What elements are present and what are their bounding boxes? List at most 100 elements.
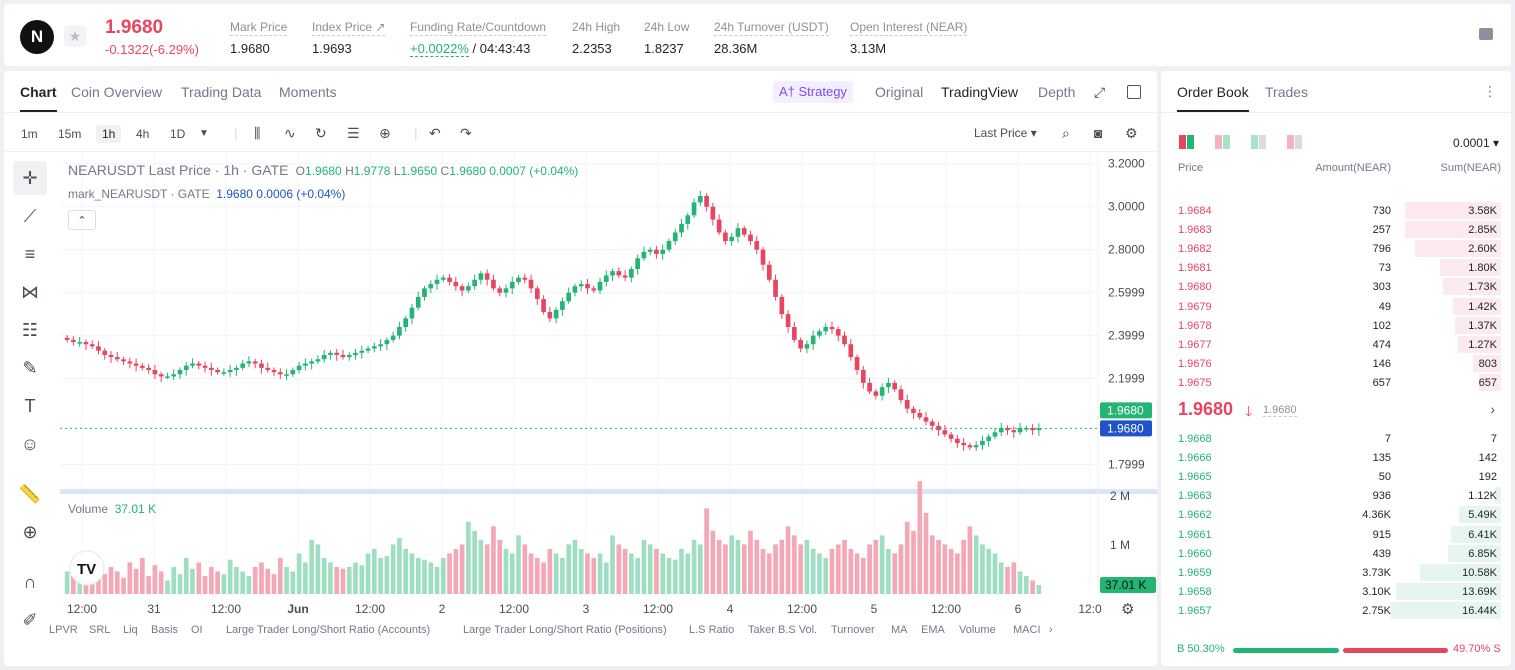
- emoji-icon[interactable]: ☺: [20, 433, 40, 454]
- replay-icon[interactable]: ↻: [315, 125, 327, 141]
- book-icon[interactable]: [1479, 28, 1493, 40]
- view-bids-icon[interactable]: [1251, 135, 1267, 149]
- tradingview-logo-text: TV: [77, 561, 96, 578]
- indicator-basis[interactable]: Basis: [151, 624, 178, 636]
- tab-trading-data[interactable]: Trading Data: [181, 84, 262, 100]
- bid-row[interactable]: 1.9658 3.10K 13.69K: [1161, 582, 1511, 601]
- header-amount: Amount(NEAR): [1315, 162, 1391, 174]
- indicator-large-trader-accounts[interactable]: Large Trader Long/Short Ratio (Accounts): [226, 624, 431, 636]
- fib-icon[interactable]: ☷: [21, 319, 39, 340]
- gear-icon[interactable]: ⚙: [1125, 125, 1138, 141]
- indicator-ema[interactable]: EMA: [921, 624, 945, 636]
- view-depth[interactable]: Depth: [1038, 84, 1076, 100]
- tab-trades[interactable]: Trades: [1265, 84, 1309, 100]
- timeframe-1d[interactable]: 1D: [170, 127, 186, 141]
- stat-funding-rate[interactable]: Funding Rate/Countdown +0.0022% / 04:43:…: [410, 20, 547, 57]
- indicator-turnover[interactable]: Turnover: [831, 624, 875, 636]
- tab-coin-overview[interactable]: Coin Overview: [71, 84, 163, 100]
- bid-row[interactable]: 1.9665 50 192: [1161, 467, 1511, 486]
- pencil-lock-icon[interactable]: ✐: [22, 609, 38, 630]
- indicator-large-trader-positions[interactable]: Large Trader Long/Short Ratio (Positions…: [463, 624, 667, 636]
- timeframe-1h[interactable]: 1h: [96, 125, 122, 143]
- timeframe-1m[interactable]: 1m: [21, 127, 38, 141]
- tab-moments[interactable]: Moments: [279, 84, 337, 100]
- indicators-icon[interactable]: ∿: [284, 125, 296, 141]
- favorite-star-icon[interactable]: ★: [64, 25, 86, 47]
- volume-bar: [415, 557, 421, 594]
- tab-order-book[interactable]: Order Book: [1177, 84, 1249, 112]
- ask-row[interactable]: 1.9684 730 3.58K: [1161, 201, 1511, 220]
- timeframe-4h[interactable]: 4h: [136, 127, 150, 141]
- chevron-down-icon[interactable]: ▼: [199, 128, 209, 139]
- ask-row[interactable]: 1.9683 257 2.85K: [1161, 220, 1511, 239]
- stat-24h-turnover[interactable]: 24h Turnover (USDT) 28.36M: [714, 20, 829, 56]
- indicator-oi[interactable]: OI: [191, 624, 203, 636]
- indicator-lpvr[interactable]: LPVR: [49, 624, 78, 636]
- ask-row[interactable]: 1.9679 49 1.42K: [1161, 297, 1511, 316]
- add-indicator-icon[interactable]: ⊕: [379, 125, 391, 141]
- stat-mark-price[interactable]: Mark Price 1.9680: [230, 20, 288, 56]
- text-icon[interactable]: T: [24, 395, 36, 416]
- price-type-select[interactable]: Last Price ▾: [974, 126, 1037, 140]
- price-axis-label: 1.7999: [1108, 458, 1145, 472]
- indicator-ls-ratio[interactable]: L.S Ratio: [689, 624, 735, 636]
- bid-row[interactable]: 1.9657 2.75K 16.44K: [1161, 601, 1511, 620]
- camera-icon[interactable]: ◙: [1094, 125, 1103, 141]
- stat-open-interest[interactable]: Open Interest (NEAR) 3.13M: [850, 20, 968, 56]
- search-icon[interactable]: ⌕: [1062, 125, 1070, 141]
- view-asks-icon[interactable]: [1287, 135, 1303, 149]
- indicator-macd[interactable]: MACI: [1013, 624, 1041, 636]
- crosshair-icon[interactable]: ✛: [13, 161, 47, 195]
- undo-icon[interactable]: ↶: [429, 125, 441, 141]
- indicator-ma[interactable]: MA: [891, 624, 908, 636]
- ask-row[interactable]: 1.9676 146 803: [1161, 354, 1511, 373]
- horizontal-lines-icon[interactable]: ≡: [24, 243, 36, 264]
- redo-icon[interactable]: ↷: [460, 125, 472, 141]
- view-both-icon[interactable]: [1179, 135, 1195, 149]
- candle-body: [240, 363, 246, 368]
- ask-row[interactable]: 1.9680 303 1.73K: [1161, 277, 1511, 296]
- view-bids-asks-icon[interactable]: [1215, 135, 1231, 149]
- axis-settings-icon[interactable]: ⚙: [1121, 601, 1134, 618]
- collapse-legend-button[interactable]: ⌃: [68, 210, 96, 230]
- brush-icon[interactable]: ✎: [22, 357, 38, 378]
- ask-row[interactable]: 1.9675 657 657: [1161, 373, 1511, 392]
- indicator-volume[interactable]: Volume: [959, 624, 996, 636]
- candle-body: [848, 344, 854, 358]
- bid-row[interactable]: 1.9661 915 6.41K: [1161, 525, 1511, 544]
- trendline-icon[interactable]: ⟋: [23, 205, 37, 226]
- ask-row[interactable]: 1.9681 73 1.80K: [1161, 258, 1511, 277]
- bid-row[interactable]: 1.9659 3.73K 10.58K: [1161, 563, 1511, 582]
- indicator-taker-bs-vol[interactable]: Taker B.S Vol.: [748, 624, 818, 636]
- view-original[interactable]: Original: [875, 84, 924, 100]
- strategy-button[interactable]: A† Strategy: [773, 81, 853, 103]
- expand-icon[interactable]: ⤢: [1094, 84, 1106, 100]
- stat-index-price[interactable]: Index Price ↗ 1.9693: [312, 20, 386, 56]
- magnet-icon[interactable]: ∩: [23, 571, 37, 592]
- zoom-in-icon[interactable]: ⊕: [22, 521, 38, 542]
- indicator-srl[interactable]: SRL: [89, 624, 111, 636]
- bid-row[interactable]: 1.9663 936 1.12K: [1161, 486, 1511, 505]
- view-tradingview[interactable]: TradingView: [941, 84, 1019, 100]
- indicator-liq[interactable]: Liq: [123, 624, 138, 636]
- bid-row[interactable]: 1.9666 135 142: [1161, 448, 1511, 467]
- volume-bar: [227, 559, 233, 594]
- indicator-scroll-right-icon[interactable]: ›: [1049, 624, 1053, 636]
- chevron-right-icon[interactable]: ›: [1490, 401, 1495, 417]
- ask-row[interactable]: 1.9677 474 1.27K: [1161, 335, 1511, 354]
- price-chart[interactable]: 3.2000 3.0000 2.8000 2.5999 2.3999 2.1999 1.79…: [4, 71, 1157, 666]
- bid-row[interactable]: 1.9668 7 7: [1161, 429, 1511, 448]
- candle-type-icon[interactable]: ⫼: [254, 125, 261, 141]
- window-icon[interactable]: [1127, 85, 1141, 99]
- timeframe-15m[interactable]: 15m: [58, 127, 82, 141]
- tick-size-select[interactable]: 0.0001 ▾: [1452, 136, 1499, 150]
- bid-row[interactable]: 1.9662 4.36K 5.49K: [1161, 505, 1511, 524]
- ruler-icon[interactable]: 📏: [18, 483, 42, 504]
- ask-row[interactable]: 1.9682 796 2.60K: [1161, 239, 1511, 258]
- bid-row[interactable]: 1.9660 439 6.85K: [1161, 544, 1511, 563]
- pattern-icon[interactable]: ⋈: [21, 281, 39, 302]
- settings-list-icon[interactable]: ☰: [347, 125, 360, 141]
- ask-row[interactable]: 1.9678 102 1.37K: [1161, 316, 1511, 335]
- tab-chart[interactable]: Chart: [20, 84, 57, 112]
- more-options-icon[interactable]: ⋮: [1483, 83, 1497, 99]
